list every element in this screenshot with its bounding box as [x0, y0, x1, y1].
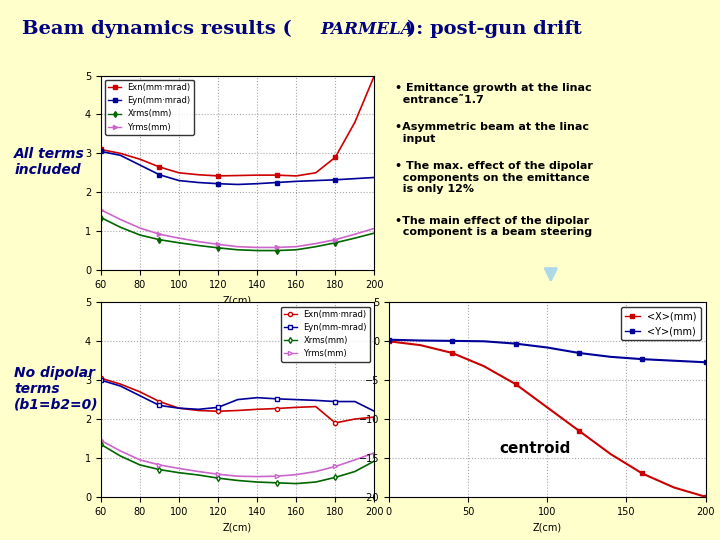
Text: No dipolar
terms
(b1=b2=0): No dipolar terms (b1=b2=0) [14, 366, 99, 412]
Text: •The main effect of the dipolar
  component is a beam steering: •The main effect of the dipolar componen… [395, 215, 593, 237]
X-axis label: Z(cm): Z(cm) [223, 522, 252, 532]
X-axis label: Z(cm): Z(cm) [533, 522, 562, 532]
Text: Beam dynamics results (: Beam dynamics results ( [22, 20, 292, 38]
Text: All terms
included: All terms included [14, 147, 85, 177]
Text: •Asymmetric beam at the linac
  input: •Asymmetric beam at the linac input [395, 122, 589, 144]
Text: centroid: centroid [500, 441, 571, 456]
Legend: Exn(mm·mrad), Eyn(mm·mrad), Xrms(mm), Yrms(mm): Exn(mm·mrad), Eyn(mm·mrad), Xrms(mm), Yr… [105, 80, 194, 135]
Text: • The max. effect of the dipolar
  components on the emittance
  is only 12%: • The max. effect of the dipolar compone… [395, 161, 593, 194]
X-axis label: Z(cm): Z(cm) [223, 295, 252, 305]
Legend: Exn(mm·mrad), Eyn(mm-mrad), Xrms(mm), Yrms(mm): Exn(mm·mrad), Eyn(mm-mrad), Xrms(mm), Yr… [281, 307, 370, 362]
Text: • Emittance growth at the linac
  entrance˜1.7: • Emittance growth at the linac entrance… [395, 83, 592, 105]
Text: PARMELA: PARMELA [320, 21, 414, 38]
Legend: <X>(mm), <Y>(mm): <X>(mm), <Y>(mm) [621, 307, 701, 340]
Text: ): post-gun drift: ): post-gun drift [407, 20, 582, 38]
